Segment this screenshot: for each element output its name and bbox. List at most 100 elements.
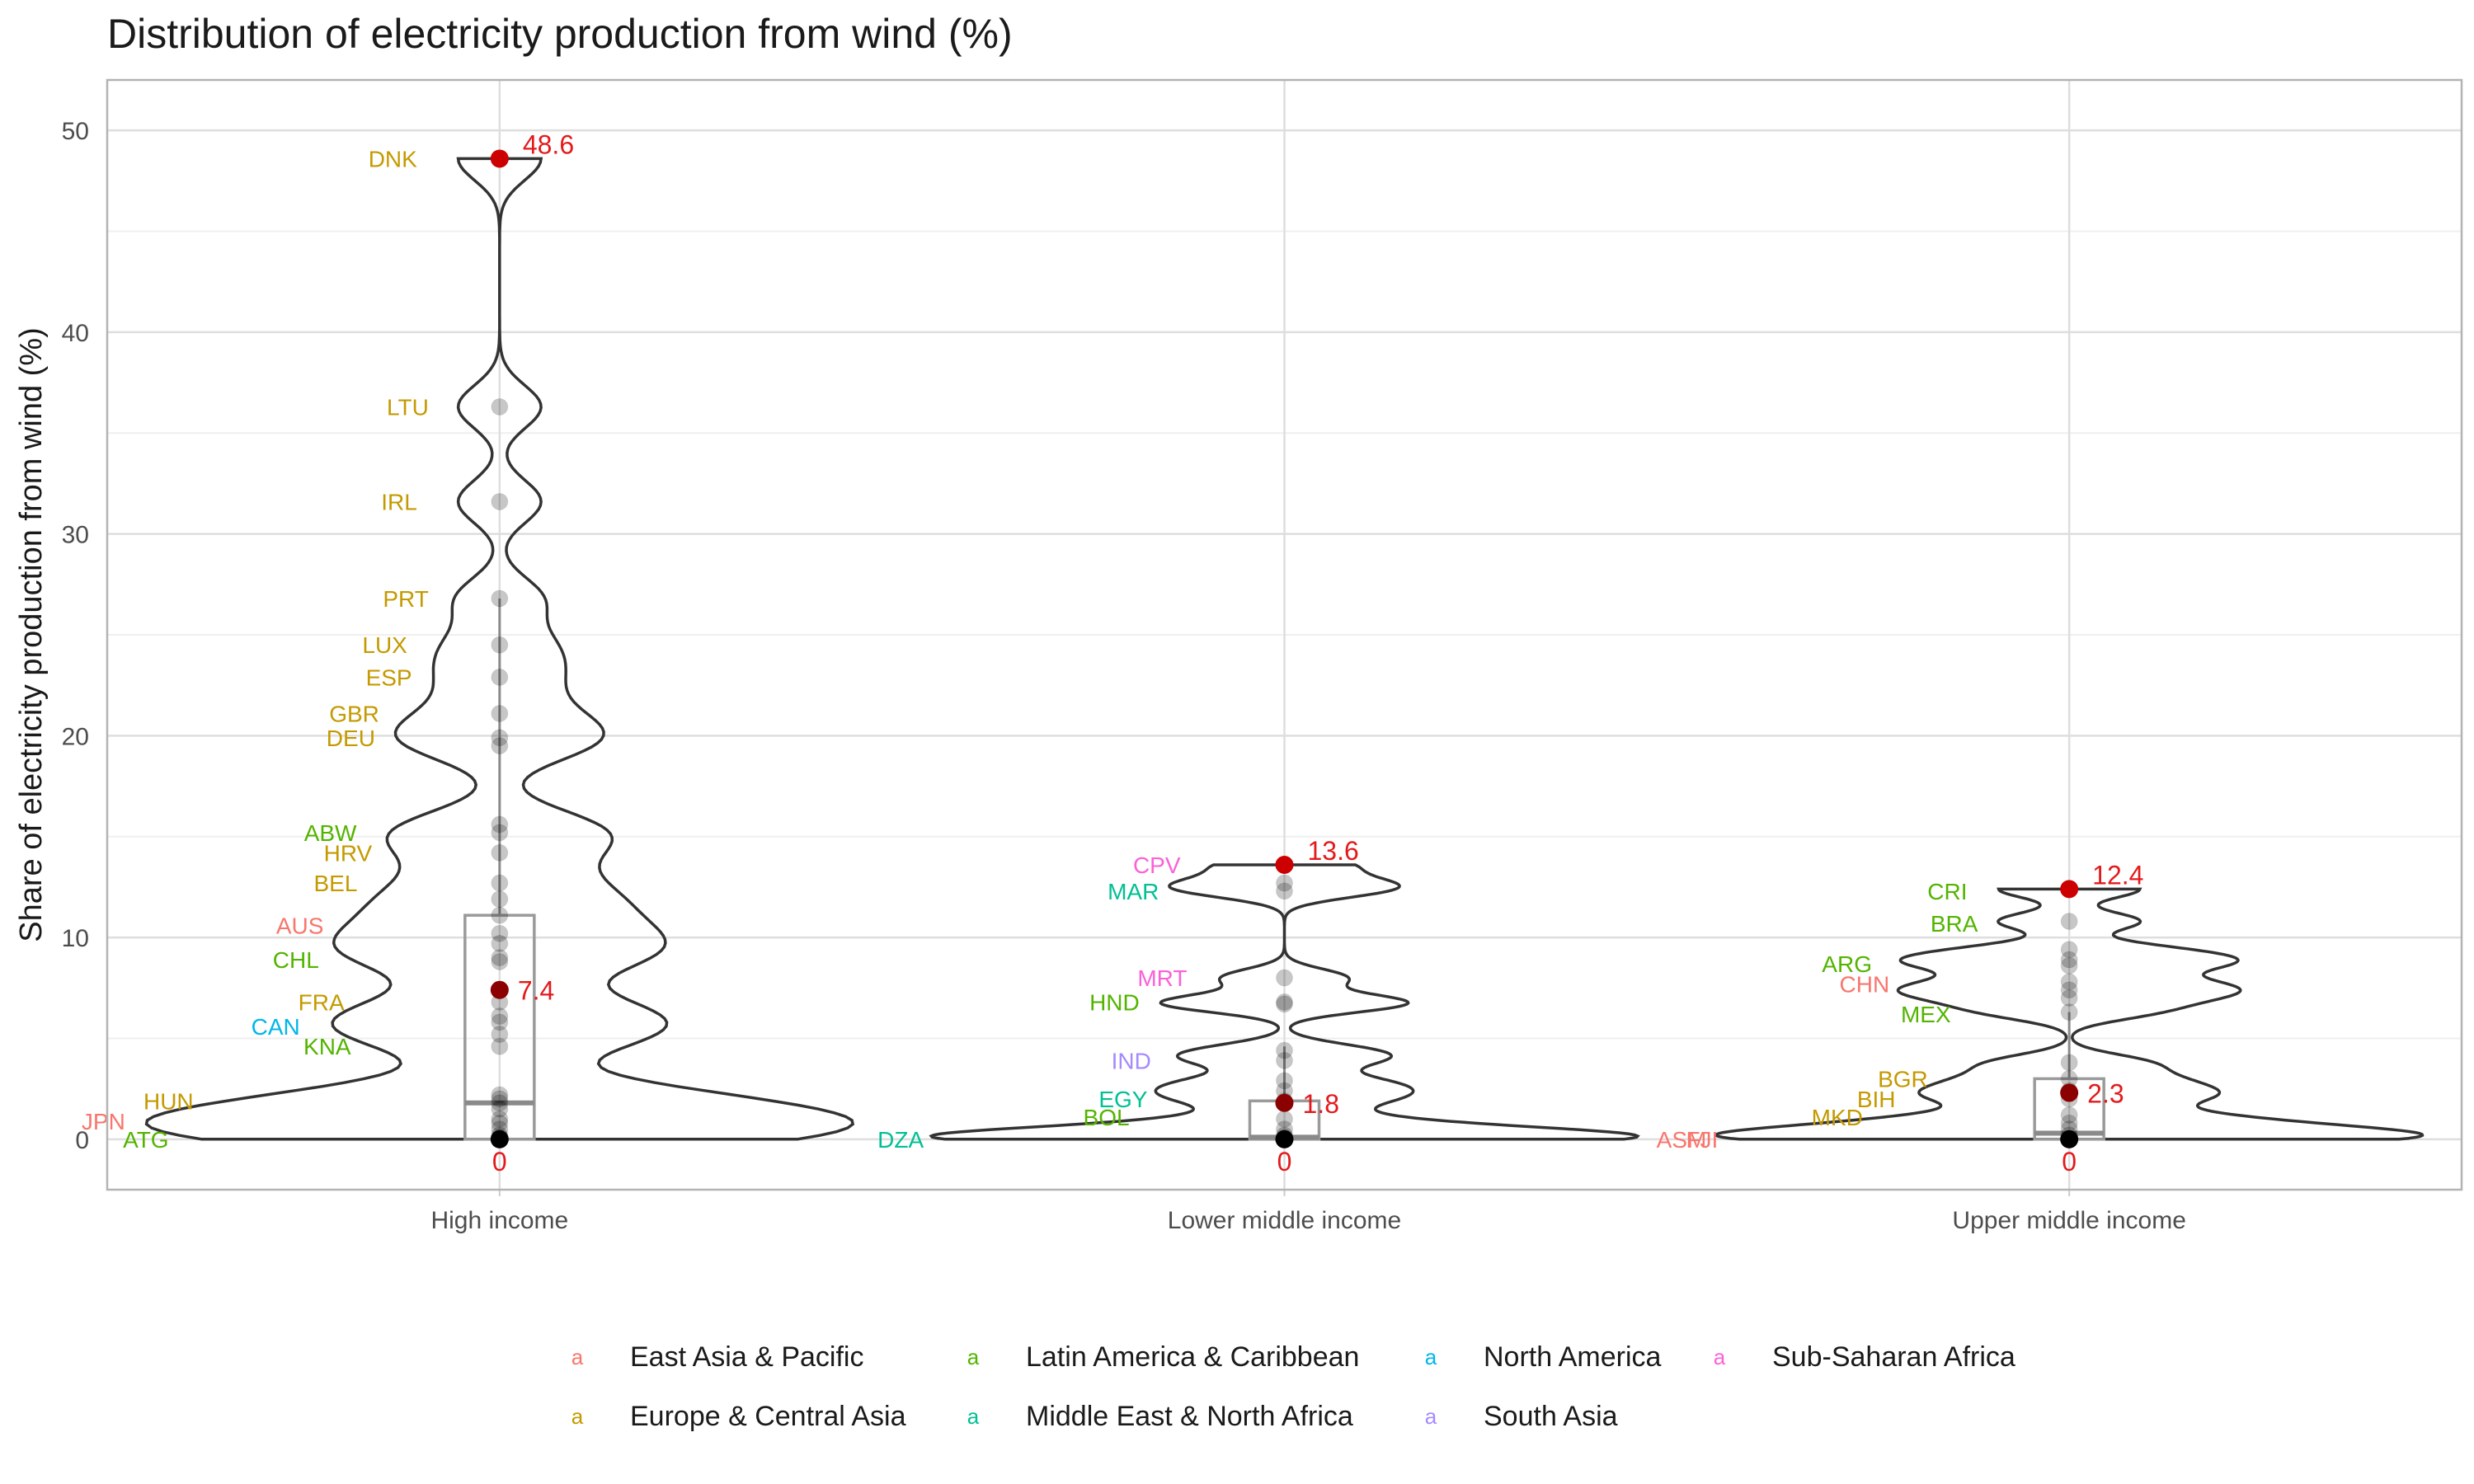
data-point xyxy=(491,1037,509,1055)
data-point xyxy=(1276,874,1293,892)
data-point xyxy=(491,492,509,510)
legend-key: a xyxy=(1425,1345,1437,1369)
data-point xyxy=(2060,981,2078,999)
x-tick-label: High income xyxy=(430,1207,568,1234)
country-label: ASM xyxy=(1657,1127,1707,1153)
legend-key: a xyxy=(967,1345,980,1369)
legend-key: a xyxy=(571,1345,584,1369)
data-point xyxy=(1276,1051,1293,1069)
country-label: LTU xyxy=(387,394,429,420)
data-point xyxy=(491,1026,509,1044)
min-point xyxy=(490,1129,509,1148)
max-label: 13.6 xyxy=(1308,836,1359,866)
country-label: DNK xyxy=(369,146,417,171)
data-point xyxy=(491,589,509,608)
country-label: ESP xyxy=(366,665,412,690)
country-label: DZA xyxy=(877,1127,924,1153)
min-label: 0 xyxy=(2062,1147,2077,1176)
data-point xyxy=(491,737,509,755)
country-label: LUX xyxy=(362,632,407,658)
country-label: HRV xyxy=(324,840,373,866)
max-label: 12.4 xyxy=(2092,860,2143,890)
data-point xyxy=(491,1110,509,1128)
violin-outline xyxy=(144,157,855,1141)
data-point xyxy=(1276,993,1293,1011)
plot-panel-border xyxy=(106,78,2463,1191)
legend-key: a xyxy=(1714,1345,1726,1369)
max-label: 48.6 xyxy=(523,129,574,159)
country-label: JPN xyxy=(82,1109,125,1134)
mean-label: 2.3 xyxy=(2087,1079,2124,1109)
data-point xyxy=(491,952,509,970)
data-point xyxy=(491,1086,509,1104)
legend-key: a xyxy=(571,1404,584,1429)
legend-label: East Asia & Pacific xyxy=(630,1341,863,1373)
data-point xyxy=(491,1100,509,1118)
data-point xyxy=(491,824,509,842)
legend-label: North America xyxy=(1484,1341,1661,1373)
data-point xyxy=(491,949,509,967)
mean-label: 1.8 xyxy=(1303,1089,1339,1119)
data-point xyxy=(1276,969,1293,987)
mean-point xyxy=(1275,1093,1294,1112)
data-point xyxy=(2060,973,2078,991)
legend-label: Latin America & Caribbean xyxy=(1026,1341,1359,1373)
min-point xyxy=(1275,1129,1294,1148)
country-label: BIH xyxy=(1857,1087,1896,1112)
legend-label: South Asia xyxy=(1484,1401,1618,1432)
y-tick-label: 20 xyxy=(62,723,89,750)
data-point xyxy=(2060,1054,2078,1072)
y-tick-label: 30 xyxy=(62,522,89,549)
data-point xyxy=(491,636,509,654)
x-tick-label: Upper middle income xyxy=(1952,1207,2185,1234)
country-label: MAR xyxy=(1108,879,1159,904)
violin-outline xyxy=(929,863,1640,1141)
x-tick-label: Lower middle income xyxy=(1168,1207,1401,1234)
min-label: 0 xyxy=(492,1147,507,1176)
data-point xyxy=(2060,941,2078,959)
data-point xyxy=(2060,1106,2078,1124)
legend-label: Europe & Central Asia xyxy=(630,1401,906,1432)
country-label: EGY xyxy=(1098,1087,1147,1112)
legend-key: a xyxy=(1425,1404,1437,1429)
country-label: AUS xyxy=(276,913,324,938)
data-point xyxy=(491,1090,509,1108)
max-point xyxy=(1275,855,1294,874)
country-label: BGR xyxy=(1878,1066,1928,1092)
data-point xyxy=(2060,989,2078,1007)
min-label: 0 xyxy=(1277,1147,1292,1176)
data-point xyxy=(491,668,509,686)
country-label: BOL xyxy=(1084,1105,1130,1130)
country-label: ATG xyxy=(123,1127,168,1153)
data-point xyxy=(1276,1041,1293,1059)
country-label: DEU xyxy=(327,726,375,751)
data-point xyxy=(491,924,509,942)
country-label: CPV xyxy=(1133,852,1181,878)
data-point xyxy=(491,843,509,862)
y-axis-title: Share of electricity production from win… xyxy=(14,327,49,942)
data-point xyxy=(491,729,509,747)
data-point xyxy=(491,874,509,892)
country-label: GBR xyxy=(329,701,379,726)
y-tick-label: 40 xyxy=(62,320,89,347)
data-point xyxy=(491,1013,509,1031)
mean-point xyxy=(490,980,509,999)
legend-label: Middle East & North Africa xyxy=(1026,1401,1353,1432)
max-point xyxy=(2060,880,2079,899)
country-label: ABW xyxy=(304,820,357,846)
country-label: MKD xyxy=(1812,1105,1863,1130)
data-point xyxy=(491,906,509,924)
chart-title: Distribution of electricity production f… xyxy=(107,11,1013,57)
country-label: BRA xyxy=(1931,911,1978,937)
y-tick-label: 10 xyxy=(62,925,89,952)
country-label: FRA xyxy=(299,989,345,1015)
data-point xyxy=(2060,1003,2078,1021)
legend-key: a xyxy=(967,1404,980,1429)
violin-outline xyxy=(1714,887,2425,1141)
country-label: IND xyxy=(1112,1048,1151,1073)
country-label: CHL xyxy=(273,947,319,973)
data-point xyxy=(2060,951,2078,969)
country-label: MRT xyxy=(1137,965,1187,991)
country-label: HUN xyxy=(143,1088,194,1114)
